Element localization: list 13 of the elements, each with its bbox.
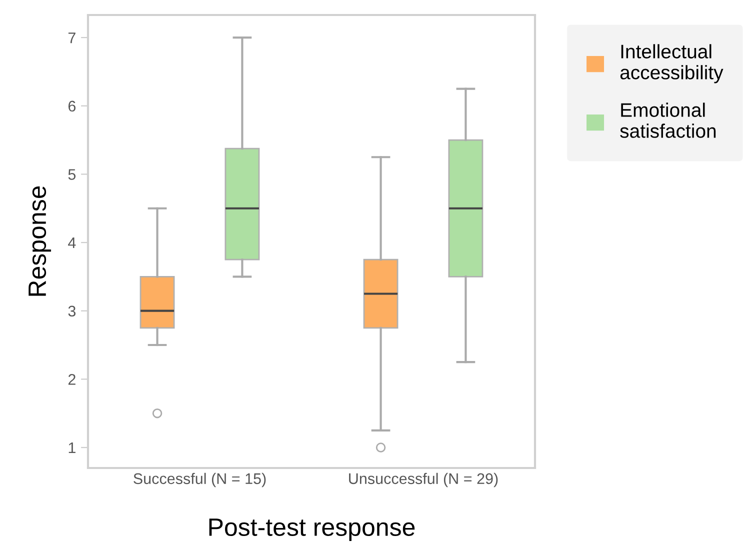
legend-label: Intellectual accessibility [620,44,724,84]
y-tick-label: 4 [68,238,76,248]
x-tick-label: Successful (N = 15) [134,472,266,488]
y-tick-label: 1 [68,442,76,454]
legend-label: Emotional satisfaction [620,102,716,138]
x-tick-label: Unsuccessful (N = 29) [349,472,498,488]
x-axis-title: Post-test response [209,518,415,541]
y-tick-label: 6 [68,100,76,112]
y-tick-label: 3 [68,306,76,317]
y-tick-label: 2 [68,374,76,385]
y-tick-label: 5 [68,169,76,180]
y-tick-label: 7 [68,32,76,44]
y-axis-title: Response [28,186,52,296]
